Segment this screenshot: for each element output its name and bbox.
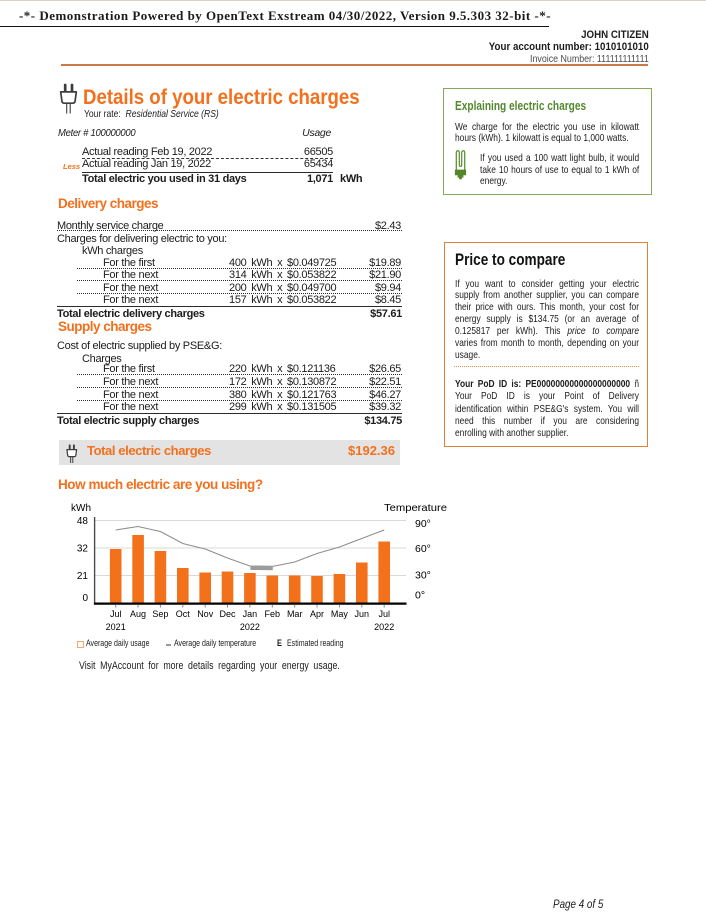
svg-text:Oct: Oct xyxy=(176,609,191,619)
svg-text:Feb: Feb xyxy=(265,609,281,619)
svg-text:kWh: kWh xyxy=(71,503,91,514)
svg-text:48: 48 xyxy=(77,516,89,527)
svg-text:32: 32 xyxy=(77,544,89,555)
svg-text:30°: 30° xyxy=(415,570,431,582)
svg-text:Dec: Dec xyxy=(219,609,236,619)
svg-text:0°: 0° xyxy=(415,590,425,602)
svg-text:Nov: Nov xyxy=(197,609,214,619)
svg-text:May: May xyxy=(331,609,349,619)
svg-text:Jan: Jan xyxy=(243,609,258,619)
svg-text:Jun: Jun xyxy=(355,609,370,619)
svg-text:21: 21 xyxy=(77,571,89,582)
svg-text:60°: 60° xyxy=(415,543,431,555)
svg-text:0: 0 xyxy=(82,593,88,604)
svg-text:Temperature: Temperature xyxy=(384,502,447,514)
svg-text:2022: 2022 xyxy=(374,622,394,632)
svg-text:Sep: Sep xyxy=(152,609,168,619)
svg-text:2021: 2021 xyxy=(106,622,126,632)
svg-text:Jul: Jul xyxy=(110,609,122,619)
svg-text:2022: 2022 xyxy=(240,622,260,632)
svg-text:90°: 90° xyxy=(415,518,431,530)
svg-text:Jul: Jul xyxy=(378,609,390,619)
svg-text:Aug: Aug xyxy=(130,609,146,619)
svg-text:Mar: Mar xyxy=(287,609,303,619)
svg-text:Apr: Apr xyxy=(310,609,324,619)
